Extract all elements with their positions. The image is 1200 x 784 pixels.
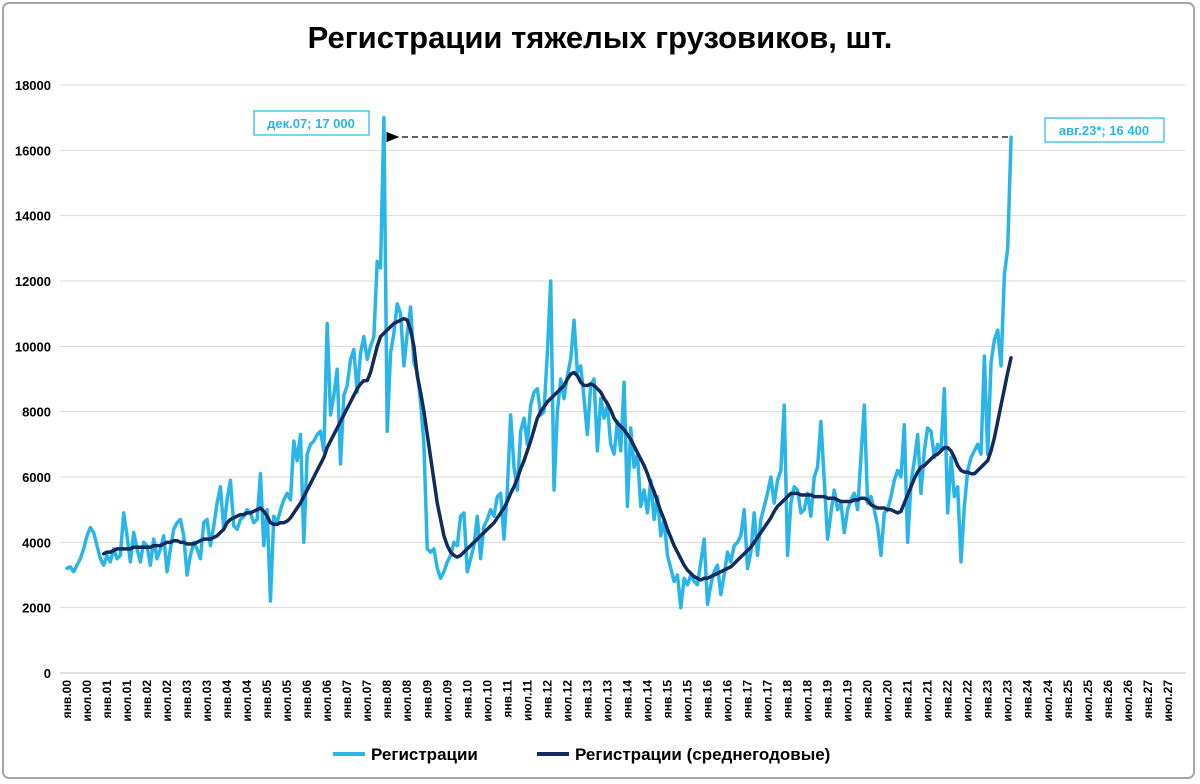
x-tick-label: июл.24 — [1041, 680, 1055, 722]
y-tick-label: 6000 — [22, 470, 51, 485]
x-tick-label: июл.03 — [200, 680, 214, 722]
x-tick-label: июл.11 — [520, 680, 534, 721]
x-tick-label: июл.13 — [600, 680, 614, 722]
x-tick-label: янв.18 — [781, 680, 795, 719]
y-tick-label: 2000 — [22, 601, 51, 616]
x-tick-label: янв.13 — [580, 680, 594, 719]
y-tick-label: 16000 — [15, 143, 51, 158]
x-tick-label: янв.22 — [941, 680, 955, 719]
x-tick-label: янв.17 — [741, 680, 755, 719]
x-tick-label: июл.10 — [480, 680, 494, 722]
x-tick-label: июл.00 — [80, 680, 94, 722]
x-tick-label: янв.07 — [340, 680, 354, 719]
annotation: дек.07; 17 000 — [267, 116, 355, 131]
y-tick-label: 14000 — [15, 209, 51, 224]
x-tick-label: янв.05 — [260, 680, 274, 719]
x-tick-label: июл.25 — [1081, 680, 1095, 722]
legend-label: Регистрации (среднегодовые) — [575, 745, 830, 764]
x-tick-label: янв.09 — [420, 680, 434, 719]
x-tick-label: июл.26 — [1121, 680, 1135, 722]
x-tick-label: июл.06 — [320, 680, 334, 722]
x-tick-label: июл.08 — [400, 680, 414, 722]
x-tick-label: янв.25 — [1061, 680, 1075, 719]
x-tick-label: июл.09 — [440, 680, 454, 722]
y-tick-label: 8000 — [22, 405, 51, 420]
y-tick-label: 4000 — [22, 535, 51, 550]
x-tick-label: июл.01 — [120, 680, 134, 722]
x-tick-label: июл.21 — [921, 680, 935, 722]
y-tick-label: 18000 — [15, 78, 51, 93]
series-line — [101, 316, 1013, 582]
x-tick-label: янв.08 — [380, 680, 394, 719]
x-tick-label: янв.26 — [1101, 680, 1115, 719]
x-tick-label: янв.06 — [300, 680, 314, 719]
x-tick-label: янв.19 — [821, 680, 835, 719]
y-tick-label: 10000 — [15, 339, 51, 354]
chart-title: Регистрации тяжелых грузовиков, шт. — [308, 20, 893, 55]
annotation: авг.23*; 16 400 — [1059, 123, 1149, 138]
x-tick-label: янв.16 — [700, 680, 714, 719]
x-tick-label: июл.19 — [841, 680, 855, 722]
x-tick-label: янв.27 — [1141, 680, 1155, 719]
x-tick-label: янв.04 — [220, 680, 234, 719]
x-tick-label: июл.18 — [801, 680, 815, 722]
x-tick-label: июл.17 — [761, 680, 775, 722]
x-tick-label: июл.07 — [360, 680, 374, 722]
x-tick-label: июл.27 — [1161, 680, 1175, 722]
x-tick-label: янв.03 — [180, 680, 194, 719]
x-tick-label: янв.21 — [901, 680, 915, 719]
y-tick-label: 0 — [44, 666, 51, 681]
x-tick-label: янв.24 — [1021, 680, 1035, 719]
x-tick-label: июл.02 — [160, 680, 174, 722]
x-tick-label: янв.23 — [981, 680, 995, 719]
x-tick-label: июл.05 — [280, 680, 294, 722]
x-tick-label: янв.10 — [460, 680, 474, 719]
x-tick-label: июл.16 — [720, 680, 734, 722]
annotation-box — [253, 110, 370, 136]
x-tick-label: июл.15 — [680, 680, 694, 722]
x-tick-label: июл.22 — [961, 680, 975, 722]
x-tick-label: янв.11 — [500, 680, 514, 718]
y-tick-label: 12000 — [15, 274, 51, 289]
x-tick-label: июл.04 — [240, 680, 254, 722]
x-tick-label: янв.12 — [540, 680, 554, 719]
x-tick-label: янв.14 — [620, 680, 634, 719]
x-tick-label: июл.20 — [881, 680, 895, 722]
x-tick-label: июл.12 — [560, 680, 574, 722]
x-tick-label: янв.00 — [60, 680, 74, 719]
legend-label: Регистрации — [371, 745, 478, 764]
x-tick-label: янв.20 — [861, 680, 875, 719]
x-tick-label: июл.14 — [640, 680, 654, 722]
x-tick-label: янв.02 — [140, 680, 154, 719]
x-tick-label: янв.15 — [660, 680, 674, 719]
x-tick-label: янв.01 — [100, 680, 114, 719]
annotation-box — [1044, 117, 1165, 143]
x-tick-label: июл.23 — [1001, 680, 1015, 722]
